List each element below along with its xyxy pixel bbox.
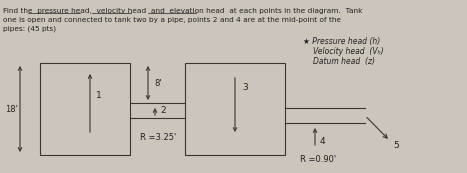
Text: R =3.25': R =3.25' — [140, 133, 176, 142]
Text: one is open and connected to tank two by a pipe, points 2 and 4 are at the mid-p: one is open and connected to tank two by… — [3, 17, 341, 23]
Text: ★ Pressure head (h): ★ Pressure head (h) — [303, 37, 380, 46]
Text: pipes: (45 pts): pipes: (45 pts) — [3, 26, 56, 33]
Text: 2: 2 — [160, 106, 166, 115]
Text: 3: 3 — [242, 84, 248, 93]
Bar — [185, 63, 285, 155]
Text: 1: 1 — [96, 90, 102, 99]
Text: Datum head  (z): Datum head (z) — [313, 57, 375, 66]
Text: 5: 5 — [393, 140, 399, 149]
Text: 18': 18' — [6, 104, 18, 113]
Text: Find the  pressure head,  velocity head  and  elevation head  at each points in : Find the pressure head, velocity head an… — [3, 8, 362, 14]
Text: R =0.90': R =0.90' — [300, 155, 336, 164]
Text: 8': 8' — [154, 79, 162, 88]
Bar — [40, 63, 130, 155]
Text: Velocity head  (Vₕ): Velocity head (Vₕ) — [313, 47, 383, 56]
Text: 4: 4 — [320, 136, 325, 145]
